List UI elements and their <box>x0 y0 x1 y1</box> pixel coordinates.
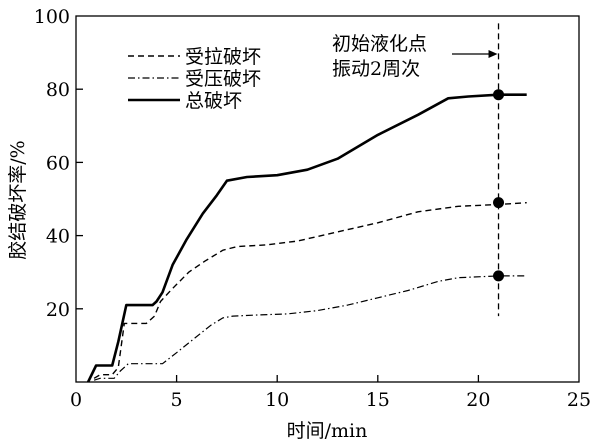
series-line-1 <box>93 202 527 379</box>
legend-label-3: 总破坏 <box>185 90 242 112</box>
y-tick-label: 20 <box>46 299 70 321</box>
annotation-line-2: 振动2周次 <box>332 58 420 80</box>
annotation-line-1: 初始液化点 <box>332 33 427 55</box>
tick-marks <box>76 88 480 382</box>
x-tick-label: 10 <box>265 389 289 411</box>
legend-label-1: 受拉破坏 <box>185 46 261 68</box>
series-line-3 <box>86 93 527 383</box>
x-tick-label: 0 <box>70 389 82 411</box>
y-tick-label: 100 <box>34 6 70 28</box>
data-marker-2 <box>493 197 505 209</box>
y-tick-label: 60 <box>46 152 70 174</box>
y-tick-label: 40 <box>46 226 70 248</box>
tick-labels: 0 5 10 15 20 25 20 40 60 80 100 <box>34 6 591 411</box>
series-line-2 <box>93 275 527 381</box>
annotation: 初始液化点 振动2周次 <box>332 33 498 80</box>
y-tick-label: 80 <box>46 79 70 101</box>
data-marker-1 <box>493 89 505 101</box>
plot-frame <box>75 15 580 383</box>
series-layer <box>86 23 527 383</box>
x-tick-label: 20 <box>466 389 490 411</box>
legend-label-2: 受压破坏 <box>185 68 261 90</box>
axes <box>75 15 580 383</box>
x-axis-title: 时间/min <box>287 420 368 442</box>
data-marker-3 <box>493 270 505 282</box>
x-tick-label: 15 <box>366 389 390 411</box>
x-tick-label: 5 <box>171 389 183 411</box>
annotation-arrowhead <box>488 50 498 58</box>
x-tick-label: 25 <box>567 389 591 411</box>
y-axis-title: 胶结破坏率/% <box>7 140 29 259</box>
